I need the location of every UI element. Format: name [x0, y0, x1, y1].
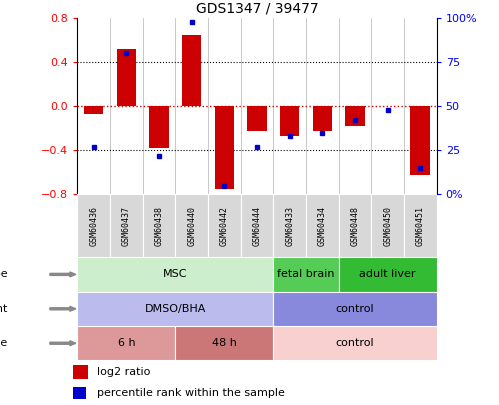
Text: GSM60444: GSM60444 [252, 206, 261, 246]
Text: GSM60438: GSM60438 [155, 206, 164, 246]
Bar [182, 35, 202, 107]
Text: 48 h: 48 h [212, 338, 237, 348]
Bar [110, 194, 143, 257]
Bar [77, 257, 273, 292]
Text: GSM60434: GSM60434 [318, 206, 327, 246]
Text: DMSO/BHA: DMSO/BHA [145, 304, 206, 314]
Text: control: control [336, 338, 374, 348]
Bar [247, 107, 267, 130]
Bar [175, 326, 273, 360]
Bar [273, 292, 437, 326]
Bar [339, 257, 437, 292]
Title: GDS1347 / 39477: GDS1347 / 39477 [196, 2, 318, 16]
Bar [371, 194, 404, 257]
Text: GSM60433: GSM60433 [285, 206, 294, 246]
Bar [273, 326, 437, 360]
Text: GSM60442: GSM60442 [220, 206, 229, 246]
Bar [77, 292, 273, 326]
Text: GSM60436: GSM60436 [89, 206, 98, 246]
Bar [345, 107, 365, 126]
Bar [175, 194, 208, 257]
Text: percentile rank within the sample: percentile rank within the sample [97, 388, 285, 398]
Bar [215, 107, 234, 189]
Text: adult liver: adult liver [359, 269, 416, 279]
Text: MSC: MSC [163, 269, 188, 279]
Text: GSM60451: GSM60451 [416, 206, 425, 246]
Bar [273, 194, 306, 257]
Bar [84, 107, 103, 114]
Text: time: time [0, 338, 7, 348]
Bar [77, 194, 110, 257]
Bar [149, 107, 169, 148]
Text: GSM60448: GSM60448 [350, 206, 359, 246]
Bar [72, 387, 86, 399]
Bar [306, 194, 339, 257]
Bar [404, 194, 437, 257]
Bar [208, 194, 241, 257]
Bar [117, 49, 136, 107]
Text: GSM60440: GSM60440 [187, 206, 196, 246]
Text: log2 ratio: log2 ratio [97, 367, 151, 377]
Text: fetal brain: fetal brain [277, 269, 335, 279]
Text: cell type: cell type [0, 269, 7, 279]
Bar [280, 107, 299, 136]
Text: 6 h: 6 h [118, 338, 135, 348]
Bar [72, 364, 88, 379]
Bar [411, 107, 430, 175]
Text: GSM60450: GSM60450 [383, 206, 392, 246]
Bar [143, 194, 175, 257]
Bar [273, 257, 339, 292]
Bar [312, 107, 332, 130]
Bar [339, 194, 371, 257]
Bar [241, 194, 273, 257]
Bar [77, 326, 175, 360]
Text: GSM60437: GSM60437 [122, 206, 131, 246]
Text: control: control [336, 304, 374, 314]
Text: agent: agent [0, 304, 7, 314]
